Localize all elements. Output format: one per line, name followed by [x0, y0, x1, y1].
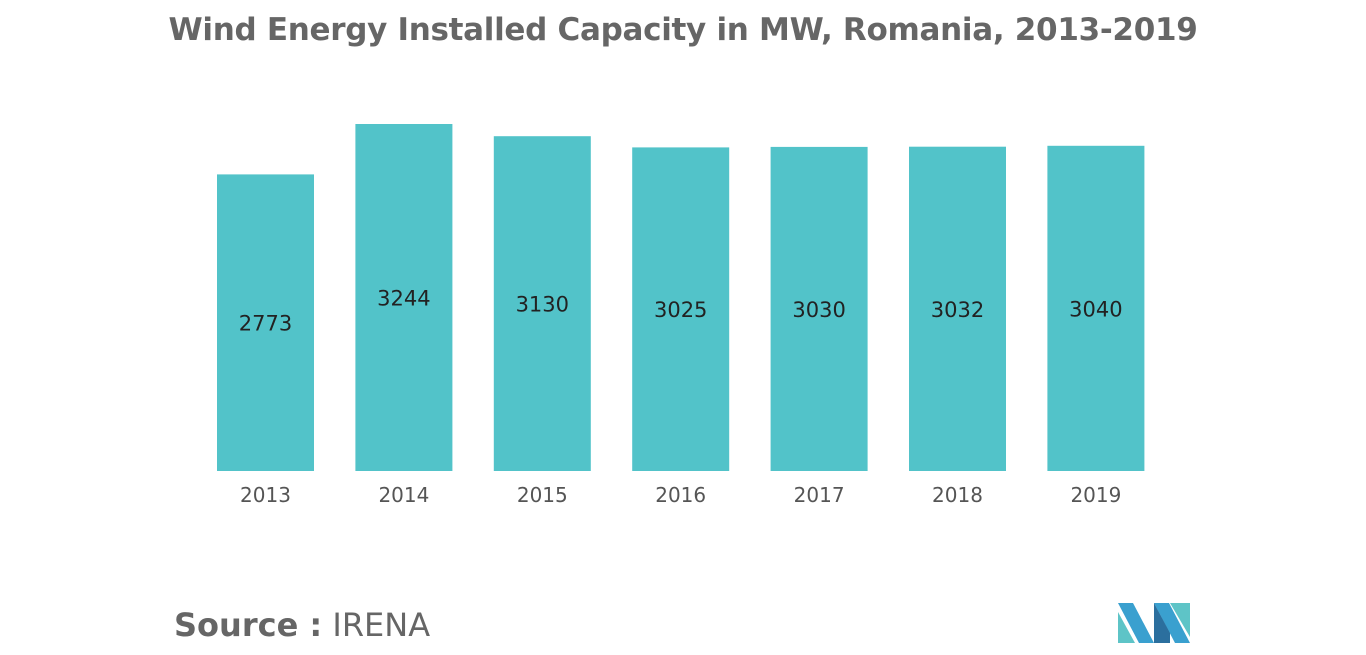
x-tick-label-2014: 2014 — [378, 483, 429, 507]
x-tick-label-2019: 2019 — [1070, 483, 1121, 507]
x-tick-label-2013: 2013 — [240, 483, 291, 507]
source-label: Source : — [174, 606, 323, 644]
bars-group — [217, 124, 1145, 472]
bar-2017 — [770, 146, 868, 471]
logo-stroke-left — [1118, 603, 1154, 643]
value-label-2014: 3244 — [377, 287, 430, 311]
bar-2015 — [493, 136, 591, 471]
mordor-intelligence-logo-icon — [1118, 603, 1190, 643]
bar-2018 — [909, 146, 1006, 471]
bar-2016 — [632, 147, 730, 471]
logo-stroke-left-base — [1118, 612, 1135, 643]
logo-stroke-right-top — [1170, 603, 1190, 637]
x-tick-label-2017: 2017 — [794, 483, 845, 507]
value-labels-group: 2773 3244 3130 3025 3030 3032 3040 — [239, 287, 1123, 336]
value-label-2016: 3025 — [654, 298, 707, 322]
value-label-2019: 3040 — [1069, 297, 1122, 321]
source-value: IRENA — [332, 606, 431, 644]
bar-2019 — [1047, 145, 1145, 472]
value-label-2017: 3030 — [792, 298, 845, 322]
x-tick-label-2015: 2015 — [517, 483, 568, 507]
logo-stroke-right — [1154, 603, 1190, 643]
value-label-2018: 3032 — [931, 298, 984, 322]
chart-title: Wind Energy Installed Capacity in MW, Ro… — [168, 12, 1198, 48]
source-note: Source : IRENA — [174, 606, 430, 644]
x-tick-label-2018: 2018 — [932, 483, 983, 507]
bar-2013 — [217, 174, 314, 471]
logo-stroke-middle — [1154, 603, 1170, 643]
value-label-2013: 2773 — [239, 312, 292, 336]
bar-2014 — [355, 124, 453, 471]
x-tick-labels-group: 2013 2014 2015 2016 2017 2018 2019 — [240, 483, 1121, 507]
x-tick-label-2016: 2016 — [655, 483, 706, 507]
value-label-2015: 3130 — [516, 293, 569, 317]
